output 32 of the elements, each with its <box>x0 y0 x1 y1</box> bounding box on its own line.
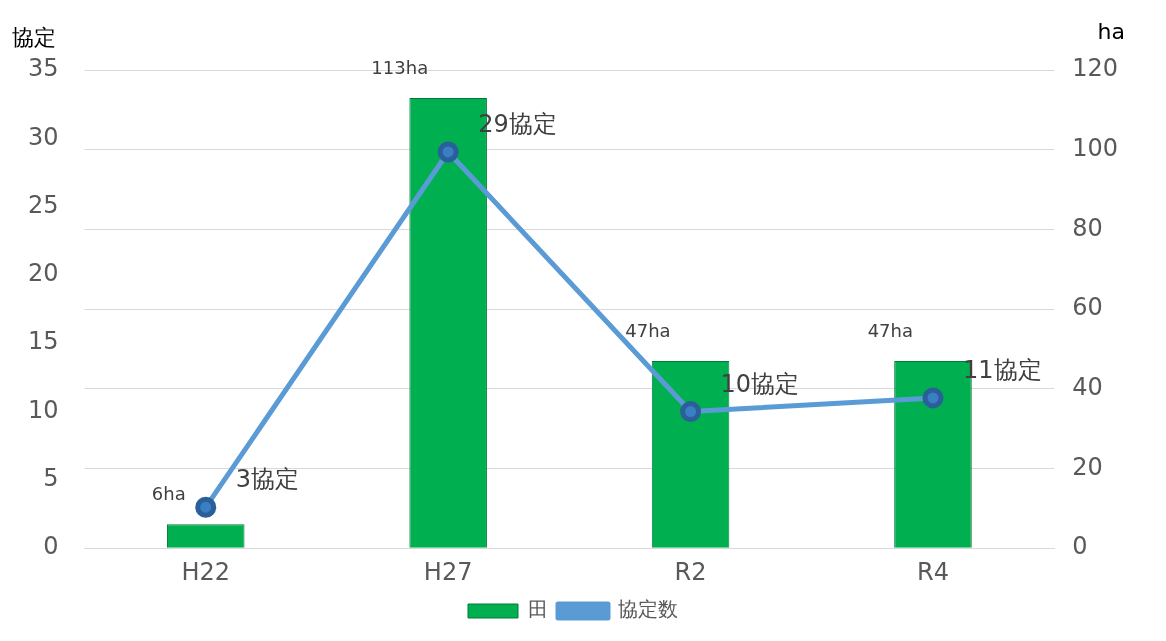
y2-tick-label: 120 <box>1072 54 1118 83</box>
point <box>195 496 217 518</box>
legend-label: 協定数 <box>618 597 678 622</box>
y2-tick-label: 80 <box>1072 213 1103 242</box>
y-tick-label: 15 <box>27 327 59 356</box>
x-tick-label: R4 <box>917 557 949 586</box>
y-tick-label: 20 <box>27 259 59 288</box>
point <box>680 401 702 423</box>
y-tick-label: 5 <box>43 464 59 493</box>
y-tick-label: 10 <box>27 395 59 424</box>
y2-axis-title: ha <box>1097 18 1125 44</box>
y-tick-label: 25 <box>27 190 59 219</box>
y2-tick-label: 60 <box>1072 293 1103 322</box>
x-tick-label: R2 <box>674 557 707 586</box>
data-label: 47ha <box>625 319 671 341</box>
y2-tick-label: 100 <box>1072 133 1118 162</box>
y-tick-label: 35 <box>27 54 59 83</box>
y2-tick-label: 40 <box>1072 373 1103 402</box>
y2-tick-label: 20 <box>1072 452 1103 481</box>
y2-tick-label: 0 <box>1072 532 1088 561</box>
data-label: 47ha <box>867 319 913 341</box>
y-tick-label: 30 <box>27 122 59 151</box>
x-tick-label: H27 <box>423 557 473 586</box>
y-axis-title: 協定 <box>12 24 56 50</box>
point <box>922 387 944 409</box>
point <box>437 141 459 163</box>
data-label: 113ha <box>371 56 429 78</box>
y-tick-label: 0 <box>43 532 59 561</box>
data-label: 3協定 <box>235 465 300 494</box>
x-tick-label: H22 <box>181 557 231 586</box>
legend-label: 田 <box>528 597 548 622</box>
data-label: 6ha <box>151 482 186 504</box>
